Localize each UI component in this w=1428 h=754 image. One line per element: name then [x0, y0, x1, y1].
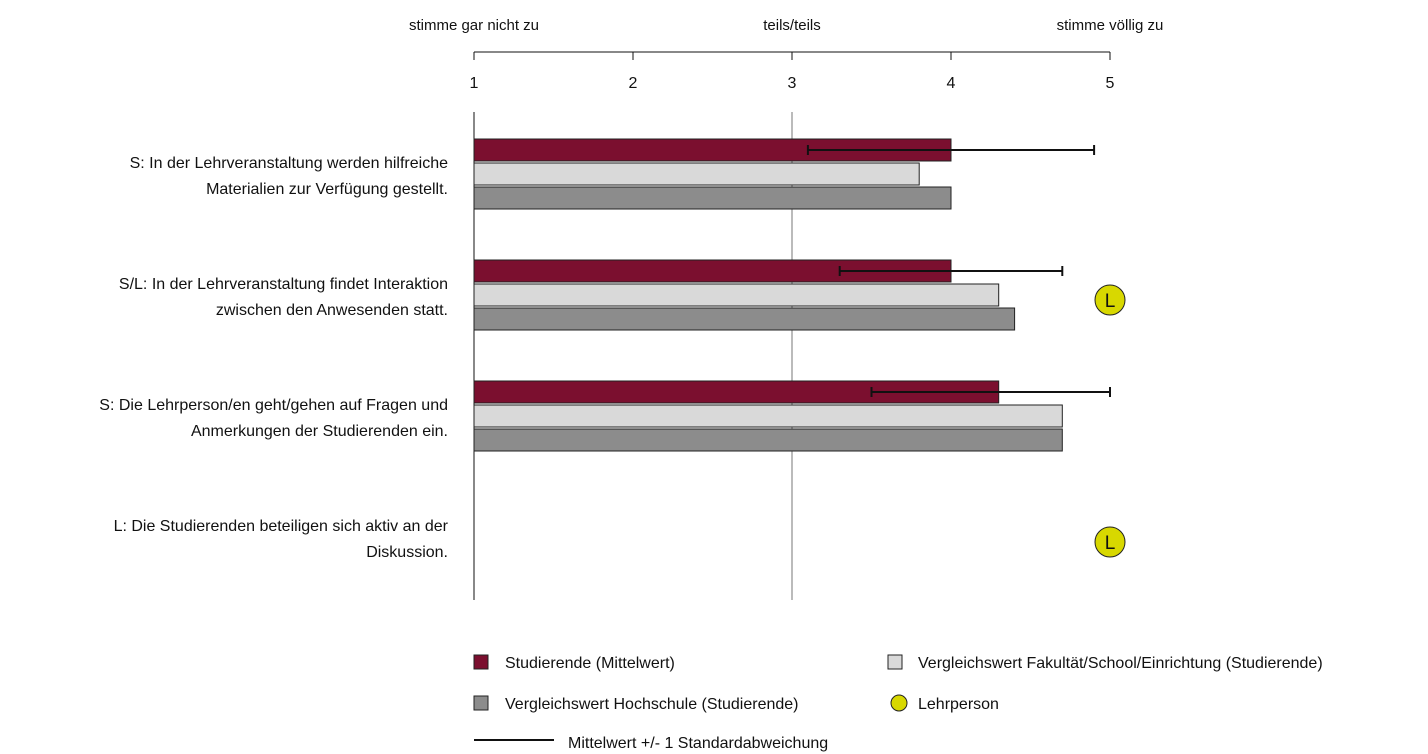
legend-swatch-studierende	[473, 654, 489, 670]
lehrperson-marker-1	[1094, 284, 1126, 316]
category-label-1-0: S/L: In der Lehrveranstaltung findet Int…	[119, 276, 448, 293]
legend-label-hochschule: Vergleichswert Hochschule (Studierende)	[505, 696, 798, 713]
category-label-0-0: S: In der Lehrveranstaltung werden hilfr…	[130, 155, 449, 172]
bar-hochschule-2	[473, 428, 1063, 452]
category-label-2-1: Anmerkungen der Studierenden ein.	[191, 423, 448, 440]
legend-label-lehrperson: Lehrperson	[918, 696, 999, 713]
category-label-1-1: zwischen den Anwesenden statt.	[216, 302, 448, 319]
bar-hochschule-1	[473, 307, 1016, 331]
scale-anchor-label-2: stimme völlig zu	[1057, 17, 1164, 34]
legend-swatch-lehrperson	[890, 694, 908, 712]
legend-label-studierende: Studierende (Mittelwert)	[505, 655, 675, 672]
category-label-3-0: L: Die Studierenden beteiligen sich akti…	[114, 518, 449, 535]
scale-anchor-label-0: stimme gar nicht zu	[409, 17, 539, 34]
top-axis-tick-label-1: 2	[629, 75, 638, 92]
lehrperson-marker-3	[1094, 526, 1126, 558]
legend-swatch-fakultaet	[887, 654, 903, 670]
category-label-3-1: Diskussion.	[366, 544, 448, 561]
bar-fakultaet-1	[473, 283, 1000, 307]
bar-fakultaet-0	[473, 162, 920, 186]
legend-label-errorbar: Mittelwert +/- 1 Standardabweichung	[568, 735, 828, 752]
bar-hochschule-0	[473, 186, 952, 210]
top-axis-tick-label-4: 5	[1106, 75, 1115, 92]
category-label-0-1: Materialien zur Verfügung gestellt.	[206, 181, 448, 198]
legend-swatch-hochschule	[473, 695, 489, 711]
top-axis-tick-label-3: 4	[947, 75, 956, 92]
lehrperson-marker-letter-3: L	[1105, 533, 1116, 554]
legend-label-fakultaet: Vergleichswert Fakultät/School/Einrichtu…	[918, 655, 1323, 672]
top-axis-tick-label-0: 1	[470, 75, 479, 92]
scale-anchor-label-1: teils/teils	[763, 17, 821, 34]
bar-fakultaet-2	[473, 404, 1063, 428]
top-axis-tick-label-2: 3	[788, 75, 797, 92]
category-label-2-0: S: Die Lehrperson/en geht/gehen auf Frag…	[99, 397, 448, 414]
lehrperson-marker-letter-1: L	[1105, 291, 1116, 312]
